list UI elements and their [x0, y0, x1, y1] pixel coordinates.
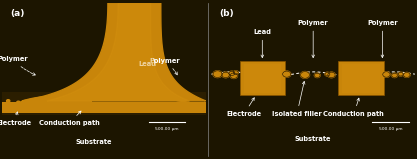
Text: Substrate: Substrate — [295, 136, 332, 142]
Text: 500.00 μm: 500.00 μm — [379, 127, 402, 131]
Bar — [240, 61, 285, 95]
Text: 500.00 μm: 500.00 μm — [155, 127, 178, 131]
Text: Polymer: Polymer — [150, 58, 180, 75]
Circle shape — [10, 103, 14, 105]
Text: Polymer: Polymer — [0, 56, 35, 75]
Text: Conduction path: Conduction path — [39, 111, 100, 126]
Text: Electrode: Electrode — [226, 98, 261, 117]
Text: (b): (b) — [220, 9, 234, 18]
Bar — [244, 64, 281, 93]
Ellipse shape — [25, 101, 49, 108]
Text: Conduction path: Conduction path — [324, 98, 384, 117]
Bar — [2, 102, 206, 113]
Circle shape — [404, 73, 410, 77]
Circle shape — [213, 71, 222, 78]
Text: Electrode: Electrode — [0, 112, 32, 126]
Circle shape — [392, 73, 397, 78]
Circle shape — [328, 72, 335, 78]
Text: Lead: Lead — [138, 61, 156, 67]
Circle shape — [325, 72, 330, 76]
Bar — [2, 92, 206, 115]
Polygon shape — [47, 3, 189, 101]
Circle shape — [314, 73, 320, 78]
Ellipse shape — [173, 101, 193, 108]
Text: (a): (a) — [10, 9, 25, 18]
Text: Substrate: Substrate — [75, 139, 112, 145]
Circle shape — [398, 72, 403, 76]
Polygon shape — [20, 96, 92, 102]
Text: Polymer: Polymer — [367, 20, 398, 58]
Bar — [342, 64, 380, 93]
Circle shape — [383, 72, 390, 77]
Circle shape — [229, 71, 235, 76]
Circle shape — [222, 72, 229, 78]
Bar — [338, 61, 384, 95]
Circle shape — [234, 71, 238, 74]
Text: Lead: Lead — [254, 29, 271, 58]
Circle shape — [17, 101, 20, 104]
Circle shape — [283, 71, 291, 77]
Circle shape — [301, 72, 309, 78]
Text: Polymer: Polymer — [298, 20, 329, 58]
Circle shape — [230, 73, 237, 78]
Circle shape — [7, 100, 10, 102]
Polygon shape — [23, 3, 206, 101]
Text: Isolated filler: Isolated filler — [272, 81, 322, 117]
